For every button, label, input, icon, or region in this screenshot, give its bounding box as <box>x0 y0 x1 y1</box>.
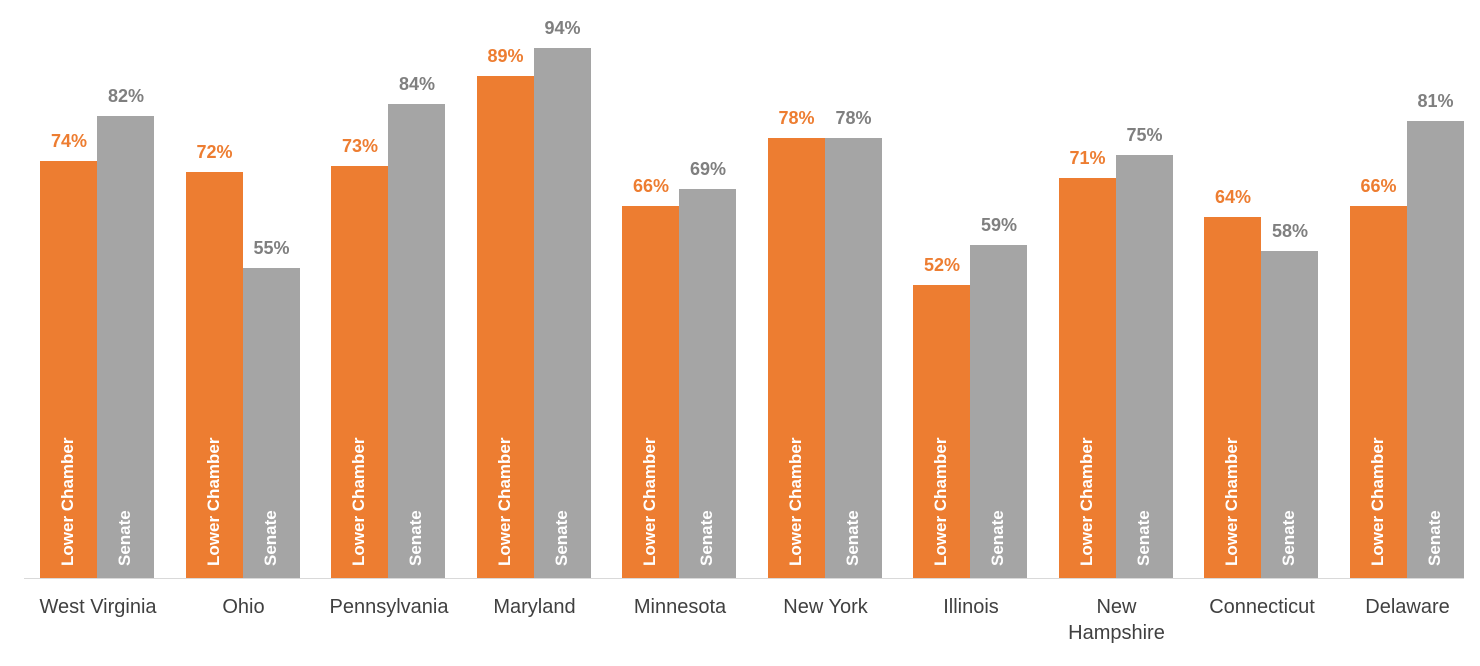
senate-series-label: Senate <box>1134 510 1210 566</box>
lower-value-label: 72% <box>196 142 233 162</box>
category-label: Pennsylvania <box>329 596 449 618</box>
category-label: New Hampshire <box>1068 596 1165 644</box>
series-label-text: Senate <box>115 510 134 566</box>
senate-series-label: Senate <box>697 510 773 566</box>
lower-value-label: 71% <box>1069 148 1106 168</box>
senate-value-label: 94% <box>544 18 581 38</box>
lower-chamber-bar: Lower Chamber <box>1204 217 1261 578</box>
x-axis-line <box>24 578 1464 579</box>
series-label-text: Senate <box>1133 510 1153 566</box>
senate-bar: Senate <box>824 138 882 578</box>
category-label: Minnesota <box>633 596 727 618</box>
senate-value-label: 78% <box>835 108 872 128</box>
category-label: Connecticut <box>1209 596 1315 618</box>
senate-bar: Senate <box>97 116 154 578</box>
lower-value-label: 78% <box>778 108 815 128</box>
series-label-text: Lower Chamber <box>640 437 659 566</box>
series-label-text: Lower Chamber <box>58 437 77 566</box>
senate-bar: Senate <box>970 245 1027 578</box>
senate-value-label: 82% <box>107 86 145 106</box>
series-label-text: Lower Chamber <box>1222 437 1241 566</box>
series-label-text: Senate <box>697 510 716 566</box>
lower-chamber-bar: Lower Chamber <box>767 138 825 578</box>
senate-series-label: Senate <box>115 510 191 566</box>
series-label-text: Senate <box>1279 510 1298 566</box>
senate-series-label: Senate <box>406 510 482 566</box>
senate-series-label: Senate <box>988 510 1064 566</box>
category-label: West Virginia <box>39 596 157 618</box>
senate-bar: Senate <box>1261 251 1318 578</box>
lower-chamber-bar: Lower Chamber <box>1058 178 1116 578</box>
bar-group: Lower Chamber 73% Senate 84% Pennsylvania <box>330 0 449 666</box>
category-label: Maryland <box>493 596 576 618</box>
category-label: Illinois <box>943 596 999 618</box>
bar-group: Lower Chamber 89% Senate 94% Maryland <box>476 0 593 666</box>
series-label-text: Senate <box>842 510 862 566</box>
bar-group: Lower Chamber 66% Senate 69% Minnesota <box>622 0 738 666</box>
lower-chamber-bar: Lower Chamber <box>476 76 534 578</box>
bar-group: Lower Chamber 78% Senate 78% New York <box>767 0 884 666</box>
series-label-text: Senate <box>988 510 1007 566</box>
series-label-text: Lower Chamber <box>1367 437 1387 566</box>
senate-bar: Senate <box>679 189 736 578</box>
senate-bar: Senate <box>1406 121 1464 578</box>
senate-bar: Senate <box>1115 155 1173 578</box>
lower-chamber-bar: Lower Chamber <box>331 166 388 578</box>
senate-bar: Senate <box>533 48 591 578</box>
series-label-text: Lower Chamber <box>494 437 514 566</box>
senate-value-label: 75% <box>1126 125 1163 145</box>
lower-value-label: 73% <box>341 136 379 156</box>
lower-value-label: 66% <box>632 176 670 196</box>
series-label-text: Lower Chamber <box>785 437 805 566</box>
senate-value-label: 59% <box>980 215 1018 235</box>
series-label-text: Senate <box>260 510 280 566</box>
lower-value-label: 74% <box>50 131 88 151</box>
senate-value-label: 84% <box>398 74 436 94</box>
bar-group: Lower Chamber 71% Senate 75% New Hampshire <box>1058 0 1175 666</box>
senate-bar: Senate <box>388 104 445 578</box>
senate-value-label: 69% <box>689 159 727 179</box>
senate-series-label: Senate <box>261 510 337 566</box>
senate-series-label: Senate <box>1425 510 1480 566</box>
lower-value-label: 66% <box>1360 176 1397 196</box>
senate-series-label: Senate <box>843 510 919 566</box>
series-label-text: Senate <box>1424 510 1444 566</box>
lower-value-label: 89% <box>487 46 524 66</box>
series-label-text: Lower Chamber <box>349 437 368 566</box>
senate-series-label: Senate <box>552 510 628 566</box>
category-label: New York <box>783 596 868 618</box>
bar-group: Lower Chamber 74% Senate 82% West Virginia <box>39 0 156 666</box>
bar-group: Lower Chamber 72% Senate 55% Ohio <box>185 0 302 666</box>
bar-group: Lower Chamber 66% Senate 81% Delaware <box>1349 0 1466 666</box>
senate-value-label: 58% <box>1271 221 1309 241</box>
bar-group: Lower Chamber 64% Senate 58% Connecticut <box>1204 0 1320 666</box>
senate-bar: Senate <box>242 268 300 578</box>
series-label-text: Lower Chamber <box>1076 437 1096 566</box>
series-label-text: Lower Chamber <box>931 437 950 566</box>
senate-value-label: 81% <box>1417 91 1454 111</box>
lower-chamber-bar: Lower Chamber <box>622 206 679 578</box>
lower-chamber-bar: Lower Chamber <box>185 172 243 578</box>
category-label: Ohio <box>222 596 265 618</box>
senate-value-label: 55% <box>253 238 290 258</box>
lower-value-label: 64% <box>1214 187 1252 207</box>
series-label-text: Senate <box>406 510 425 566</box>
series-label-text: Lower Chamber <box>203 437 223 566</box>
series-label-text: Senate <box>551 510 571 566</box>
senate-series-label: Senate <box>1279 510 1355 566</box>
bar-group: Lower Chamber 52% Senate 59% Illinois <box>913 0 1029 666</box>
lower-chamber-bar: Lower Chamber <box>1349 206 1407 578</box>
category-label: Delaware <box>1365 596 1450 618</box>
lower-chamber-bar: Lower Chamber <box>40 161 97 578</box>
lower-value-label: 52% <box>923 255 961 275</box>
lower-chamber-bar: Lower Chamber <box>913 285 970 578</box>
